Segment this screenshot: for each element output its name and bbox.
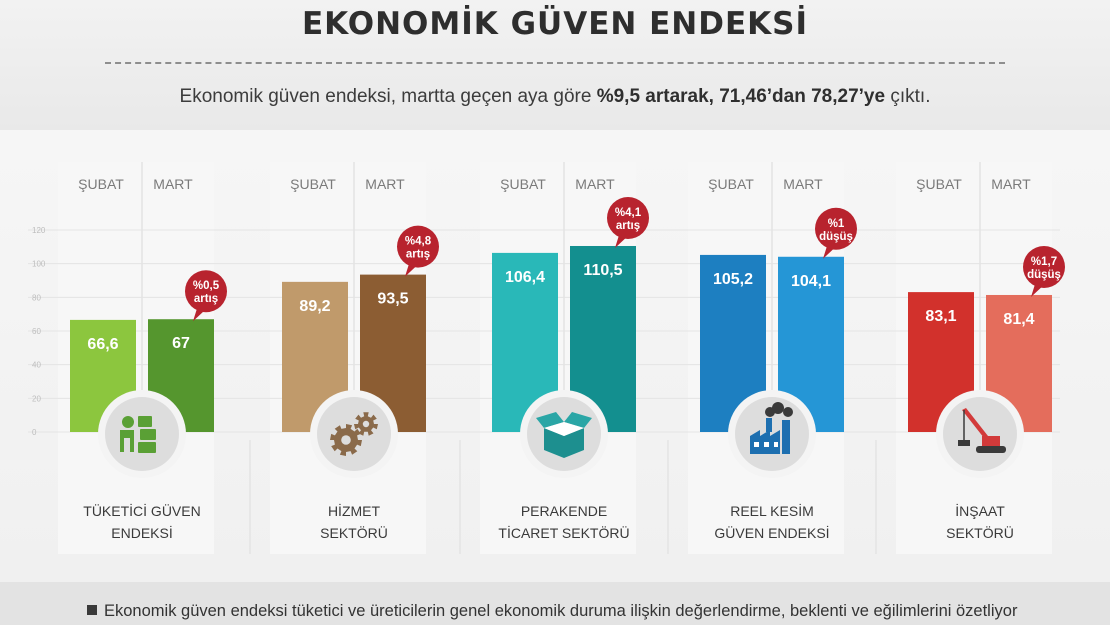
y-tick-label: 120 [32,226,46,235]
page-title: EKONOMİK GÜVEN ENDEKSİ [301,6,809,42]
month-label-feb: ŞUBAT [916,176,962,192]
category-label: HİZMET [328,502,381,519]
category-label: TÜKETİCİ GÜVEN [83,502,200,519]
change-dir-label: düşüş [819,231,853,243]
category-label: SEKTÖRÜ [320,524,388,541]
subtitle-suffix: çıktı. [885,86,931,107]
open-box-icon [536,412,592,458]
data-label-mar: 110,5 [583,262,622,279]
change-dir-label: artış [406,249,430,261]
icon-part [976,446,1006,453]
icon-part [766,418,772,432]
category-label: İNŞAAT [955,502,1005,519]
y-tick-label: 0 [32,428,37,437]
icon-part [138,442,156,453]
data-label-feb: 89,2 [299,298,330,315]
month-label-mar: MART [153,176,193,192]
icon-part [962,408,988,438]
month-label-mar: MART [575,176,615,192]
category-label: TİCARET SEKTÖRÜ [498,524,629,541]
change-bubble [185,270,227,313]
month-label-mar: MART [783,176,823,192]
data-label-feb: 106,4 [505,269,545,286]
icon-part [138,416,152,427]
change-pct-label: %1 [828,218,845,230]
icon-part [120,430,134,452]
footnote-text: Ekonomik güven endeksi tüketici ve üreti… [104,602,1018,620]
data-label-feb: 66,6 [87,336,118,353]
data-label-feb: 83,1 [925,308,956,325]
change-pct-label: %0,5 [193,280,220,292]
category-label: SEKTÖRÜ [946,524,1014,541]
icon-part [544,422,584,436]
data-label-mar: 104,1 [791,273,831,290]
month-label-mar: MART [991,176,1031,192]
icon-part [782,420,790,454]
change-pct-label: %4,8 [405,236,432,248]
icon-part [764,442,769,447]
data-label-mar: 81,4 [1003,311,1034,328]
data-label-feb: 105,2 [713,271,753,288]
change-bubble [397,225,439,268]
change-pct-label: %1,7 [1031,256,1057,268]
icon-circle [943,397,1017,471]
y-tick-label: 40 [32,361,41,370]
factory-icon [750,402,793,454]
category-label: ENDEKSİ [111,524,172,541]
change-bubble [1023,245,1065,288]
icon-part [982,436,1000,446]
change-dir-label: artış [616,220,640,232]
icon-part [774,442,778,447]
subtitle: Ekonomik güven endeksi, martta geçen aya… [0,86,1110,108]
month-label-feb: ŞUBAT [708,176,754,192]
change-pct-label: %4,1 [615,207,642,219]
icon-part [341,435,351,445]
y-tick-label: 60 [32,327,41,336]
icon-part [536,412,564,428]
icon-part [783,407,793,417]
icon-part [544,428,584,458]
month-label-feb: ŞUBAT [290,176,336,192]
footer [0,582,1110,625]
gears-icon [330,412,378,456]
month-label-feb: ŞUBAT [78,176,124,192]
data-label-mar: 93,5 [377,291,408,308]
consumer-boxes-icon [120,416,156,453]
change-bubble [815,207,857,250]
change-dir-label: artış [194,293,218,305]
icon-part [564,412,592,428]
divider [105,62,1005,64]
icon-part [772,402,784,414]
month-label-feb: ŞUBAT [500,176,546,192]
icon-part [362,420,370,428]
month-label-mar: MART [365,176,405,192]
y-tick-label: 20 [32,394,41,403]
category-label: PERAKENDE [521,503,607,519]
change-dir-label: düşüş [1027,269,1061,281]
y-tick-label: 80 [32,293,41,302]
icon-part [754,442,759,447]
icon-part [958,440,970,446]
category-label: REEL KESİM [730,502,814,519]
change-bubble [607,196,649,239]
category-label: GÜVEN ENDEKSİ [714,524,829,541]
icon-part [122,416,134,428]
footnote: Ekonomik güven endeksi tüketici ve üreti… [87,602,1097,621]
crane-icon [958,408,1006,453]
subtitle-highlight: %9,5 artarak, 71,46’dan 78,27’ye [596,86,886,107]
bullet-square [87,605,97,615]
icon-part [140,429,156,440]
header: EKONOMİK GÜVEN ENDEKSİ Ekonomik güven en… [0,0,1110,130]
data-label-mar: 67 [172,335,190,352]
y-tick-label: 100 [32,260,46,269]
subtitle-prefix: Ekonomik güven endeksi, martta geçen aya… [179,86,597,107]
